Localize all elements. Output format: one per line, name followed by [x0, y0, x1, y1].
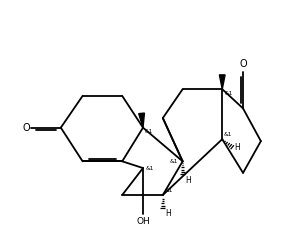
Text: &1: &1	[145, 166, 154, 171]
Text: &1: &1	[145, 129, 153, 134]
Text: O: O	[22, 123, 30, 133]
Text: &1: &1	[225, 91, 233, 96]
Text: &1: &1	[164, 188, 173, 193]
Text: H: H	[166, 209, 171, 218]
Text: O: O	[239, 59, 247, 69]
Text: OH: OH	[136, 217, 150, 226]
Polygon shape	[139, 113, 144, 128]
Polygon shape	[219, 75, 225, 89]
Text: H: H	[186, 176, 191, 185]
Text: &1: &1	[224, 133, 232, 138]
Text: &1: &1	[170, 159, 178, 164]
Text: H: H	[235, 143, 240, 152]
